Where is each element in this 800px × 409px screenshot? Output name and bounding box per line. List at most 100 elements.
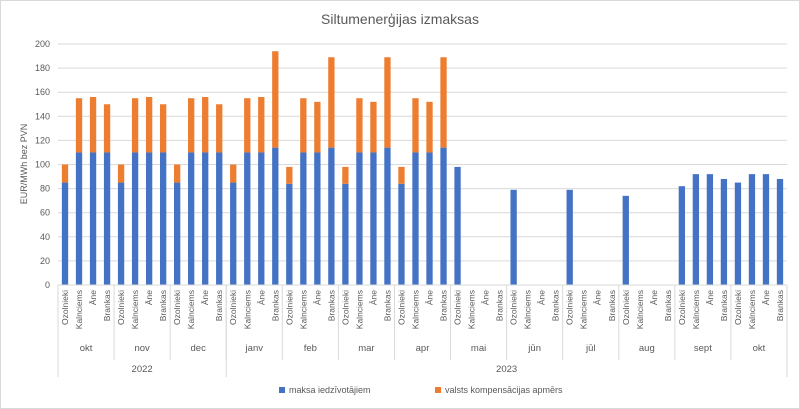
- bar-kompensacija: [300, 98, 307, 153]
- bar-kompensacija: [412, 98, 419, 153]
- x-category-label: Kalnciems: [74, 290, 84, 329]
- x-category-label: Kalnciems: [523, 290, 533, 329]
- bar-kompensacija: [145, 97, 153, 153]
- legend: maksa iedzīvotājiem valsts kompensācijas…: [279, 385, 563, 395]
- bar-maksa: [145, 152, 153, 285]
- bar-maksa: [230, 182, 237, 285]
- x-year-label: 2023: [496, 364, 517, 375]
- y-tick-label: 40: [40, 232, 50, 242]
- x-category-label: Āne: [144, 290, 154, 305]
- chart-title: Siltumenerģijas izmaksas: [321, 11, 479, 27]
- bar-maksa: [188, 152, 195, 285]
- x-category-label: Āne: [537, 290, 547, 305]
- bar-kompensacija: [174, 164, 181, 183]
- x-category-label: Ozolnieki: [453, 290, 463, 325]
- x-month-label: sept: [694, 343, 712, 354]
- x-category-label: Kalnciems: [354, 290, 364, 329]
- bar-maksa: [734, 182, 742, 285]
- x-month-label: nov: [134, 343, 150, 354]
- x-category-label: Kalnciems: [747, 290, 757, 329]
- x-category-label: Ozolnieki: [172, 290, 182, 325]
- x-category-label: Āne: [593, 290, 603, 305]
- bar-maksa: [174, 182, 181, 285]
- bar-kompensacija: [159, 104, 167, 153]
- x-category-label: Brankas: [158, 290, 168, 321]
- x-category-label: Brankas: [102, 290, 112, 321]
- bar-kompensacija: [244, 98, 251, 153]
- x-category-label: Ozolnieki: [284, 290, 294, 325]
- bar-kompensacija: [440, 57, 447, 148]
- x-category-label: Brankas: [775, 290, 785, 321]
- legend-swatch-kompensacija: [435, 387, 441, 393]
- x-category-label: Brankas: [551, 290, 561, 321]
- bar-kompensacija: [426, 101, 433, 153]
- x-category-label: Ozolnieki: [621, 290, 631, 325]
- bar-kompensacija: [328, 57, 335, 148]
- y-tick-label: 0: [45, 280, 50, 290]
- x-category-label: Brankas: [326, 290, 336, 321]
- x-category-label: Ozolnieki: [228, 290, 238, 325]
- bar-maksa: [762, 174, 770, 285]
- y-tick-label: 200: [35, 39, 50, 49]
- bar-kompensacija: [286, 166, 293, 184]
- bar-kompensacija: [216, 104, 223, 153]
- bar-kompensacija: [272, 51, 279, 148]
- x-month-label: jūl: [585, 343, 596, 354]
- legend-swatch-maksa: [279, 387, 285, 393]
- x-category-label: Āne: [649, 290, 659, 305]
- x-category-label: Kalnciems: [691, 290, 701, 329]
- x-category-label: Kalnciems: [242, 290, 252, 329]
- x-category-label: Kalnciems: [579, 290, 589, 329]
- bar-maksa: [356, 152, 363, 285]
- bar-maksa: [286, 183, 293, 285]
- x-category-label: Brankas: [382, 290, 392, 321]
- bar-kompensacija: [370, 101, 377, 153]
- bar-maksa: [692, 174, 700, 285]
- x-category-label: Āne: [425, 290, 435, 305]
- x-month-label: okt: [753, 343, 766, 354]
- x-category-label: Brankas: [719, 290, 729, 321]
- bar-maksa: [510, 189, 517, 285]
- x-category-label: Ozolnieki: [396, 290, 406, 325]
- bar-maksa: [258, 152, 265, 285]
- y-tick-label: 160: [35, 87, 50, 97]
- bar-kompensacija: [202, 97, 209, 153]
- bar-kompensacija: [342, 166, 349, 184]
- x-category-label: Āne: [368, 290, 378, 305]
- bar-maksa: [216, 152, 223, 285]
- bar-maksa: [384, 147, 391, 285]
- x-category-label: Āne: [761, 290, 771, 305]
- x-category-label: Kalnciems: [186, 290, 196, 329]
- bar-maksa: [300, 152, 307, 285]
- x-category-label: Āne: [705, 290, 715, 305]
- x-month-label: aug: [639, 343, 655, 354]
- bar-kompensacija: [61, 164, 69, 183]
- y-tick-label: 100: [35, 160, 50, 170]
- bar-maksa: [776, 178, 784, 285]
- x-category-label: Ozolnieki: [509, 290, 519, 325]
- bar-kompensacija: [398, 166, 405, 184]
- x-category-label: Āne: [88, 290, 98, 305]
- y-tick-label: 20: [40, 256, 50, 266]
- x-category-label: Kalnciems: [467, 290, 477, 329]
- y-tick-label: 80: [40, 184, 50, 194]
- x-month-label: okt: [80, 343, 93, 354]
- y-tick-label: 140: [35, 111, 50, 121]
- bar-maksa: [159, 152, 167, 285]
- bar-maksa: [454, 166, 461, 285]
- bar-kompensacija: [230, 164, 237, 183]
- x-axis: Ozolnieki Kalnciems Āne Brankas Ozolnieki Kal…: [57, 284, 788, 377]
- x-month-label: mar: [358, 343, 374, 354]
- y-tick-label: 120: [35, 135, 50, 145]
- x-category-label: Ozolnieki: [677, 290, 687, 325]
- bar-maksa: [131, 152, 139, 285]
- x-category-label: Kalnciems: [130, 290, 140, 329]
- x-month-label: feb: [304, 343, 317, 354]
- bar-maksa: [412, 152, 419, 285]
- x-category-label: Brankas: [663, 290, 673, 321]
- bar-kompensacija: [356, 98, 363, 153]
- bar-kompensacija: [384, 57, 391, 148]
- bar-maksa: [328, 147, 335, 285]
- x-category-label: Kalnciems: [410, 290, 420, 329]
